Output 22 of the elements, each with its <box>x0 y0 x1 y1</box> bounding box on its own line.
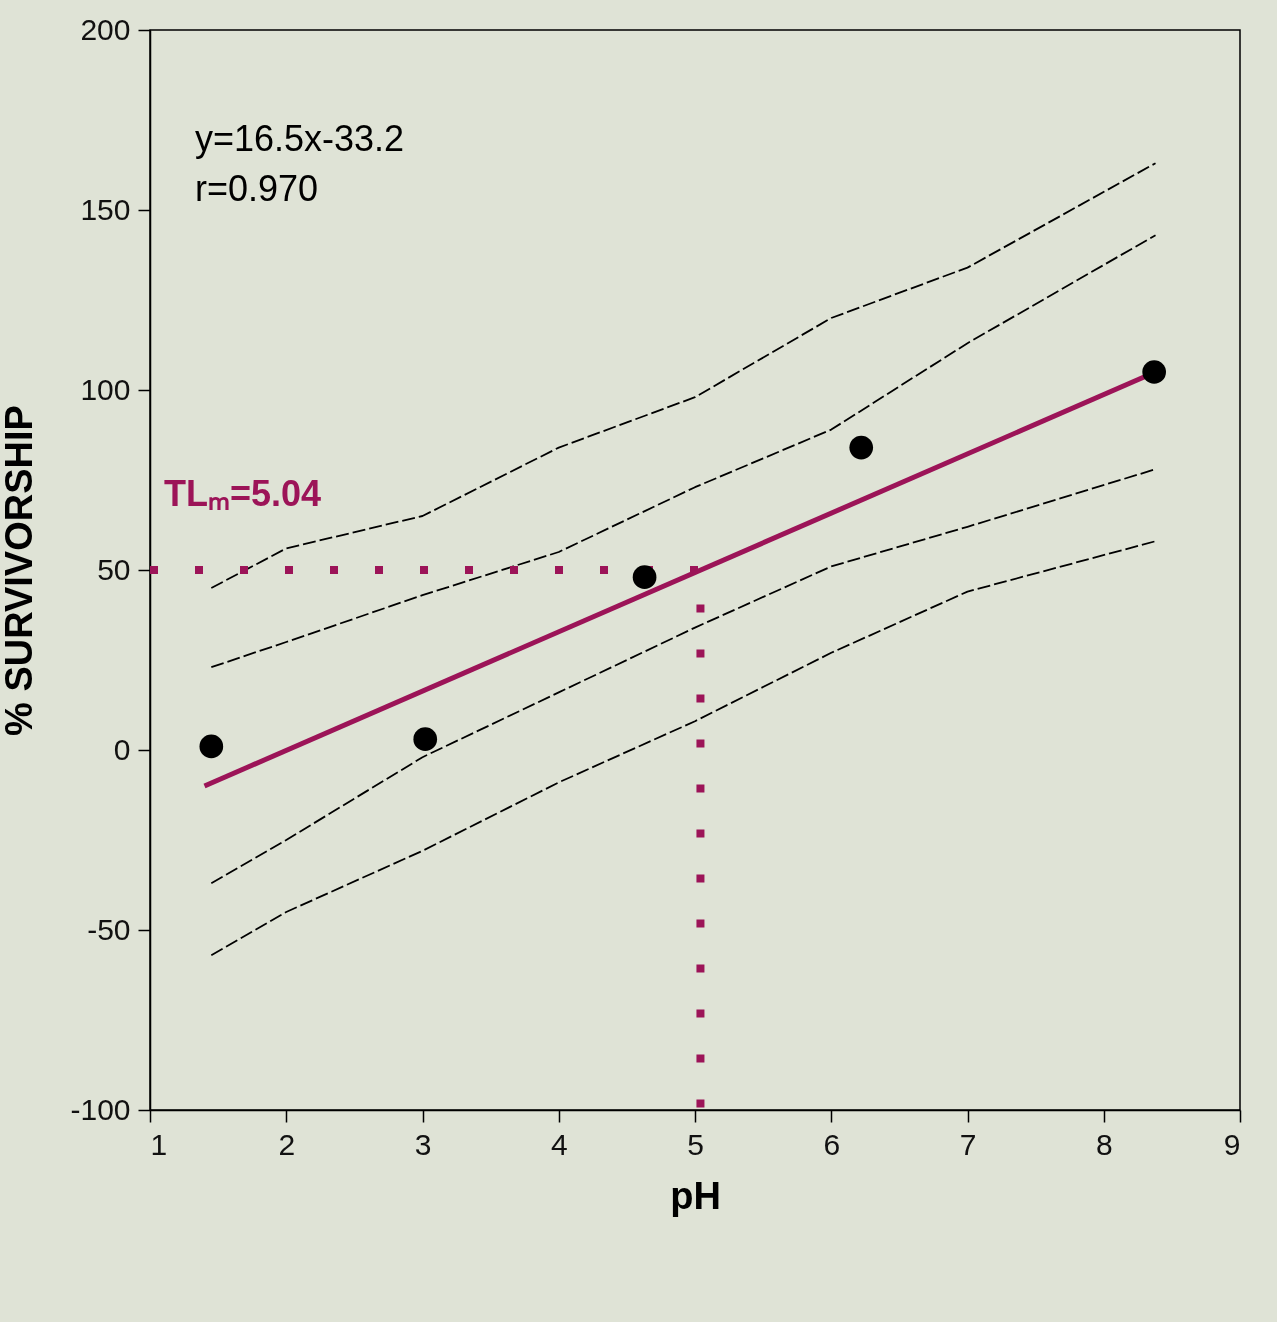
x-tick-label: 5 <box>687 1127 704 1161</box>
x-tick-label: 8 <box>1095 1127 1113 1161</box>
x-tick-label: 3 <box>414 1127 432 1161</box>
x-tick-label: 6 <box>823 1127 841 1161</box>
annotation: TLₘ=5.04 <box>164 473 322 514</box>
y-axis-title: % SURVIVORSHIP <box>0 405 41 736</box>
x-axis-title: pH <box>670 1174 721 1217</box>
x-tick-label: 9 <box>1223 1127 1241 1161</box>
annotation: r=0.970 <box>195 168 319 209</box>
x-tick-label: 7 <box>959 1127 977 1161</box>
y-tick-label: 100 <box>80 372 131 406</box>
x-tick-label: 2 <box>278 1127 296 1161</box>
y-tick-label: -50 <box>87 912 131 946</box>
y-tick-label: 200 <box>80 12 131 46</box>
y-tick-label: -100 <box>70 1092 131 1126</box>
y-tick-label: 150 <box>80 192 131 226</box>
line-series <box>210 540 1157 957</box>
y-tick-label: 0 <box>113 732 131 766</box>
y-tick-label: 50 <box>97 552 131 586</box>
annotation: y=16.5x-33.2 <box>195 118 405 159</box>
x-tick-label: 4 <box>550 1127 568 1161</box>
x-tick-label: 1 <box>150 1127 168 1161</box>
